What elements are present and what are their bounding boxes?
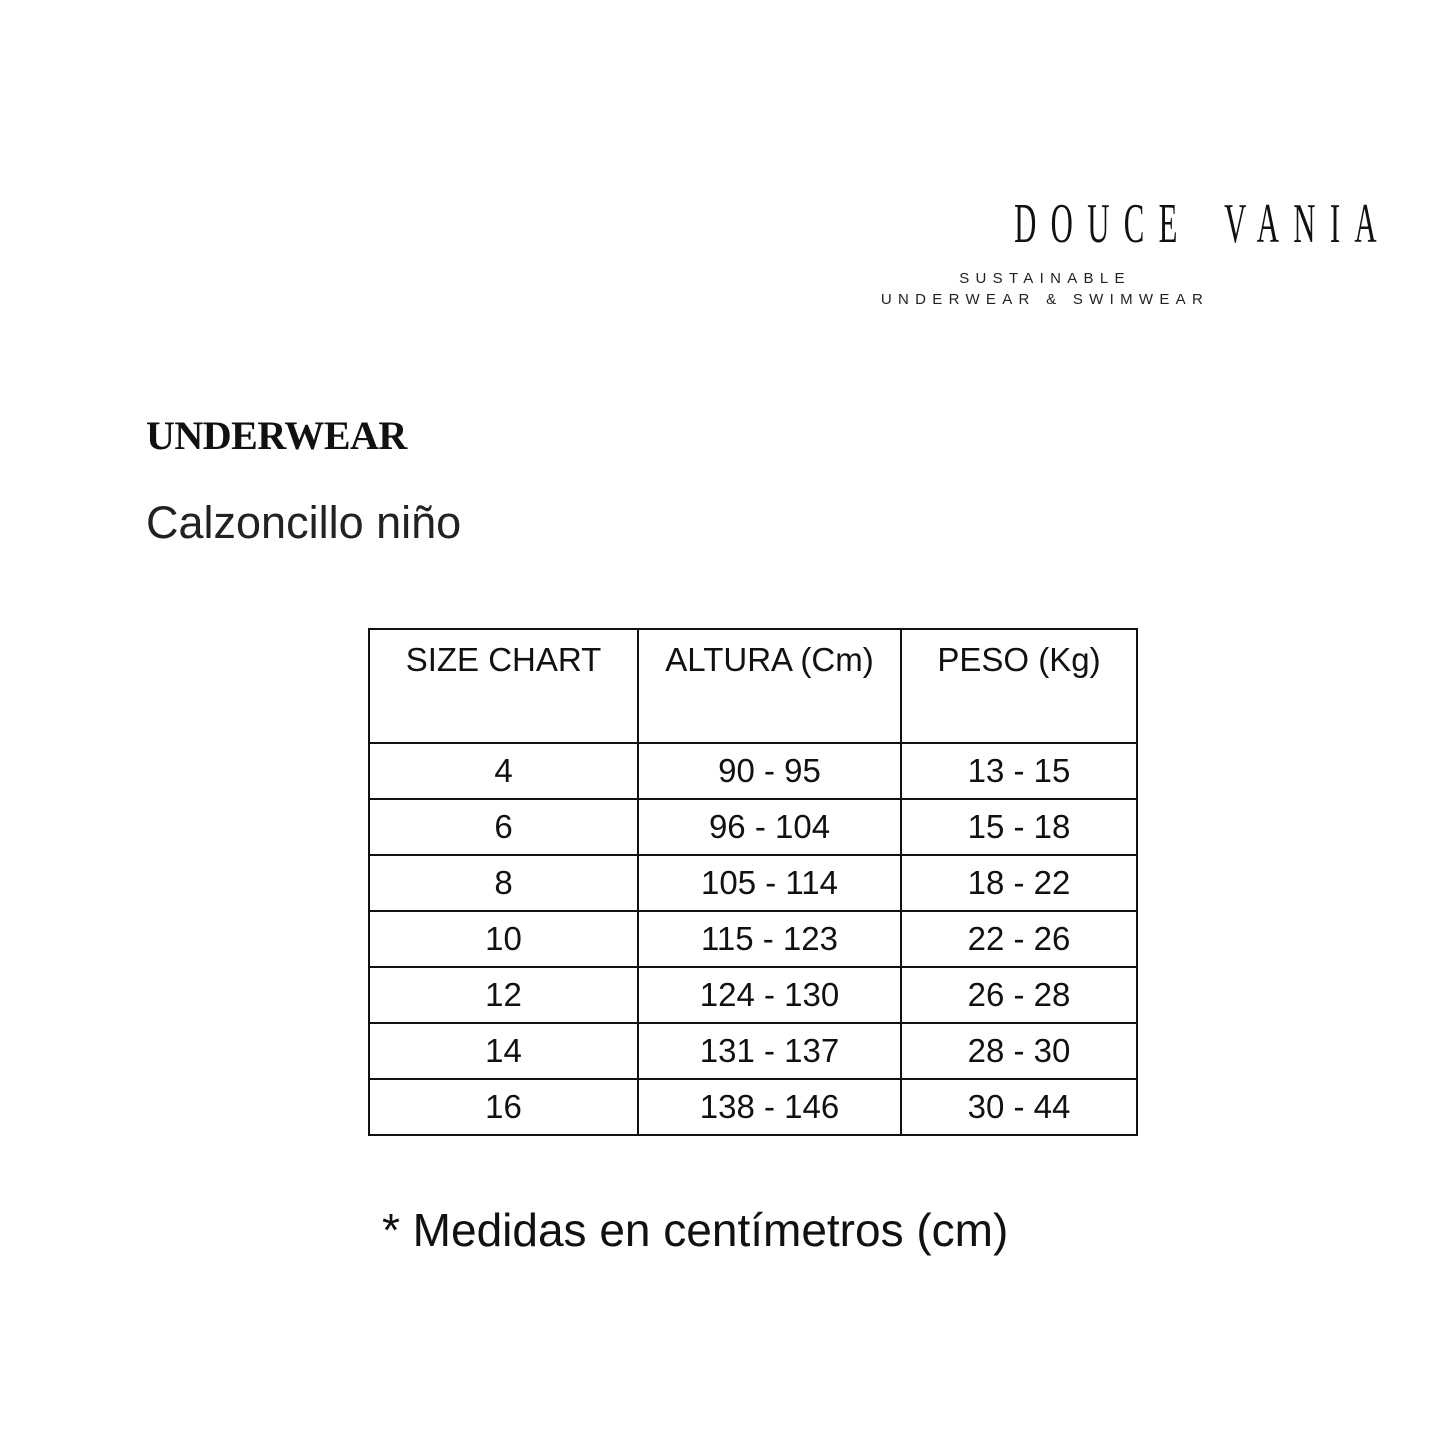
cell-peso: 28 - 30 [900,1022,1138,1080]
cell-altura: 131 - 137 [637,1022,902,1080]
cell-size: 8 [368,854,639,912]
section-title: UNDERWEAR [146,413,407,458]
brand-logo: DOUCE VANIA SUSTAINABLE UNDERWEAR & SWIM… [860,196,1377,310]
header-altura: ALTURA (Cm) [637,628,902,744]
cell-altura: 124 - 130 [637,966,902,1024]
header-size: SIZE CHART [368,628,639,744]
cell-altura: 105 - 114 [637,854,902,912]
cell-peso: 30 - 44 [900,1078,1138,1136]
table-header-row: SIZE CHART ALTURA (Cm) PESO (Kg) [368,628,1138,744]
cell-size: 14 [368,1022,639,1080]
cell-peso: 22 - 26 [900,910,1138,968]
cell-altura: 115 - 123 [637,910,902,968]
cell-size: 16 [368,1078,639,1136]
header-peso: PESO (Kg) [900,628,1138,744]
cell-size: 10 [368,910,639,968]
table-row: 10 115 - 123 22 - 26 [368,910,1138,968]
cell-size: 6 [368,798,639,856]
table-row: 8 105 - 114 18 - 22 [368,854,1138,912]
cell-altura: 96 - 104 [637,798,902,856]
cell-altura: 90 - 95 [637,742,902,800]
brand-tagline-1: SUSTAINABLE [959,270,1131,287]
table-row: 4 90 - 95 13 - 15 [368,742,1138,800]
brand-tagline-2: UNDERWEAR & SWIMWEAR [880,291,1210,308]
cell-size: 12 [368,966,639,1024]
cell-size: 4 [368,742,639,800]
table-row: 14 131 - 137 28 - 30 [368,1022,1138,1080]
measurement-note: * Medidas en centímetros (cm) [382,1204,1009,1256]
cell-peso: 15 - 18 [900,798,1138,856]
table-row: 16 138 - 146 30 - 44 [368,1078,1138,1136]
cell-peso: 26 - 28 [900,966,1138,1024]
cell-peso: 18 - 22 [900,854,1138,912]
cell-altura: 138 - 146 [637,1078,902,1136]
cell-peso: 13 - 15 [900,742,1138,800]
brand-name: DOUCE VANIA [1014,193,1391,255]
product-subtitle: Calzoncillo niño [146,497,462,548]
table-row: 6 96 - 104 15 - 18 [368,798,1138,856]
table-row: 12 124 - 130 26 - 28 [368,966,1138,1024]
size-chart-table: SIZE CHART ALTURA (Cm) PESO (Kg) 4 90 - 9… [368,628,1138,1136]
